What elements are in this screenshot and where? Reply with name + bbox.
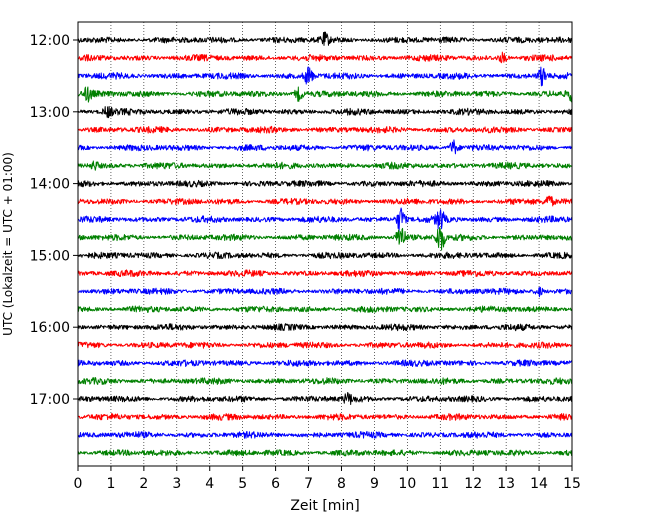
- trace-1330: [77, 139, 573, 155]
- x-tick-label-11: 11: [431, 476, 449, 492]
- x-tick-label-9: 9: [370, 476, 379, 492]
- x-tick-label-1: 1: [106, 476, 115, 492]
- trace-1615: [77, 341, 573, 349]
- y-axis-label: UTC (Lokalzeit = UTC + 01:00): [1, 152, 15, 336]
- y-tick-label-1700: 17:00: [30, 392, 70, 408]
- x-tick-label-8: 8: [337, 476, 346, 492]
- x-tick-label-7: 7: [304, 476, 313, 492]
- x-tick-label-12: 12: [464, 476, 482, 492]
- trace-1715: [77, 413, 573, 421]
- trace-1600: [77, 323, 573, 332]
- y-tick-label-1200: 12:00: [30, 33, 70, 49]
- x-tick-label-6: 6: [271, 476, 280, 492]
- plot-area-frame: [77, 21, 573, 467]
- trace-1230: [77, 66, 573, 87]
- x-tick-label-4: 4: [205, 476, 214, 492]
- y-tick-label-1500: 15:00: [30, 248, 70, 264]
- trace-1415: [77, 195, 573, 207]
- x-tick-label-15: 15: [563, 476, 581, 492]
- x-tick-label-2: 2: [139, 476, 148, 492]
- trace-1200: [77, 31, 573, 46]
- trace-1215: [77, 51, 573, 64]
- trace-1445: [77, 226, 573, 251]
- trace-1730: [77, 430, 573, 439]
- trace-1500: [77, 251, 573, 260]
- seismic-traces: [77, 31, 573, 457]
- x-axis-label: Zeit [min]: [290, 498, 359, 514]
- y-tick-label-1300: 13:00: [30, 105, 70, 121]
- x-gridlines: [110, 22, 540, 466]
- x-tick-label-5: 5: [238, 476, 247, 492]
- x-tick-label-3: 3: [172, 476, 181, 492]
- trace-1400: [77, 179, 573, 188]
- trace-1645: [77, 376, 573, 386]
- trace-1545: [77, 305, 573, 314]
- x-tick-label-13: 13: [497, 476, 515, 492]
- trace-1530: [77, 286, 573, 298]
- trace-1515: [77, 269, 573, 278]
- trace-1630: [77, 359, 573, 368]
- trace-1345: [77, 160, 573, 171]
- trace-1700: [77, 391, 573, 405]
- trace-1300: [77, 105, 573, 119]
- x-tick-label-0: 0: [74, 476, 83, 492]
- trace-1745: [77, 449, 573, 457]
- trace-1430: [77, 207, 573, 232]
- trace-1245: [77, 86, 573, 103]
- y-axis-ticks: 12:00 13:00 14:00 15:00 16:00 17:00: [30, 33, 78, 408]
- x-axis-ticks: 0 1 2 3 4 5 6 7 8 9 10 11 12 13 14 15: [74, 466, 581, 492]
- y-tick-label-1400: 14:00: [30, 177, 70, 193]
- x-tick-label-14: 14: [530, 476, 548, 492]
- y-tick-label-1600: 16:00: [30, 320, 70, 336]
- trace-1315: [77, 125, 573, 134]
- x-tick-label-10: 10: [398, 476, 416, 492]
